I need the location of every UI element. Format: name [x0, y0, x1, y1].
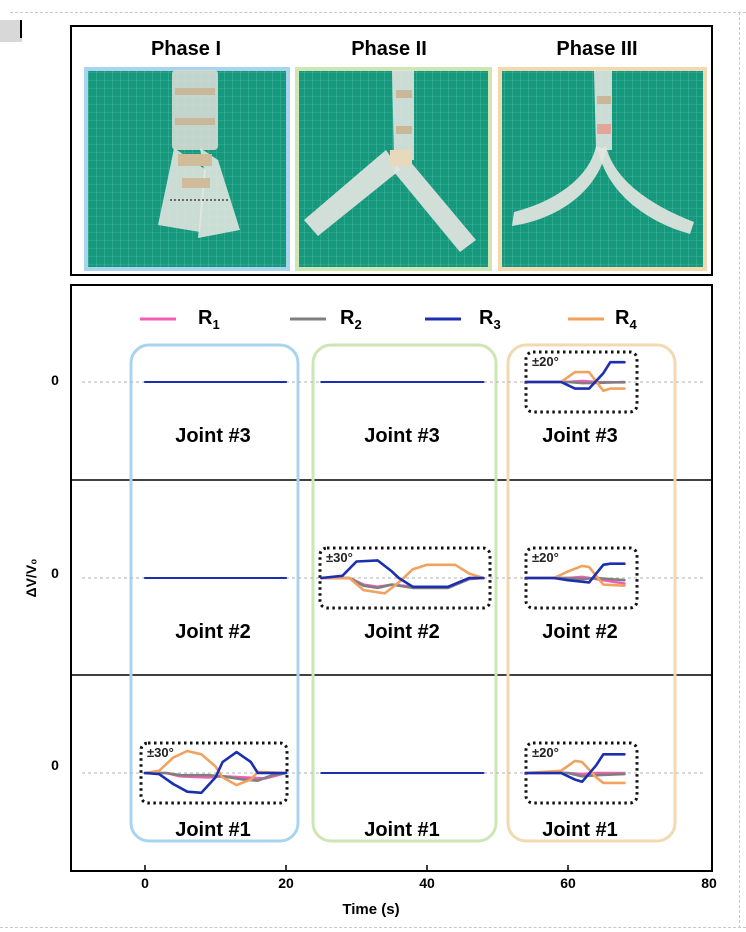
- phase-2-photo: [295, 67, 492, 271]
- chart-traces: Joint #3 Joint #3 ±20° Joint #3 Joint #2 ±30°…: [82, 350, 705, 841]
- y-tick-label-row1: 0: [51, 372, 59, 388]
- trace-r4-joint-1-phase-i: [143, 749, 288, 787]
- joint-label-joint-2-phase-iii: Joint #2: [542, 621, 618, 643]
- x-tick-label-80: 80: [701, 875, 717, 891]
- joint-label-joint-3-phase-iii: Joint #3: [542, 425, 618, 447]
- panel-tab-mark: [0, 20, 22, 42]
- detail-box-joint-1-phase-i: [139, 741, 289, 805]
- legend-label-r4: R4: [615, 307, 637, 332]
- joint-label-joint-1-phase-i: Joint #1: [175, 819, 251, 841]
- joint-label-joint-2-phase-ii: Joint #2: [364, 621, 440, 643]
- legend-label-r1: R1: [198, 307, 220, 332]
- photo-panel: Phase I Phase II Phase III: [70, 25, 713, 276]
- x-tick-label-40: 40: [419, 875, 435, 891]
- x-tick-label-60: 60: [560, 875, 576, 891]
- trace-r4-joint-1-phase-iii: [524, 759, 626, 785]
- trace-r3-joint-2-phase-iii: [524, 562, 626, 584]
- y-tick-label-row2: 0: [51, 565, 59, 581]
- page-dash-top: [10, 12, 746, 13]
- phase-1-photo: [84, 67, 290, 271]
- x-tick-label-20: 20: [278, 875, 294, 891]
- legend: R1 R2 R3 R4: [140, 307, 637, 332]
- trace-r3-joint-1-phase-iii: [524, 753, 626, 784]
- joint-label-joint-2-phase-i: Joint #2: [175, 621, 251, 643]
- page-dash-bottom: [0, 927, 746, 928]
- x-tick-label-0: 0: [141, 875, 149, 891]
- phase-title-1: Phase I: [151, 38, 221, 60]
- joint-label-joint-1-phase-iii: Joint #1: [542, 819, 618, 841]
- x-axis: 0 20 40 60 80 Time (s): [141, 865, 717, 918]
- panel-tab-line: [20, 20, 22, 38]
- trace-r3-joint-2-phase-ii: [320, 559, 485, 589]
- trace-r4-joint-2-phase-iii: [524, 564, 626, 587]
- phase-1-box: [129, 343, 300, 843]
- phase-title-3: Phase III: [556, 38, 637, 60]
- phase-3-photo: [498, 67, 707, 271]
- joint-label-joint-3-phase-i: Joint #3: [175, 425, 251, 447]
- legend-label-r2: R2: [340, 307, 362, 332]
- trace-r3-joint-3-phase-iii: [524, 360, 626, 390]
- y-tick-label-row3: 0: [51, 757, 59, 773]
- phase-title-2: Phase II: [351, 38, 427, 60]
- joint-label-joint-3-phase-ii: Joint #3: [364, 425, 440, 447]
- angle-label-joint-2-phase-ii: ±30°: [326, 550, 353, 565]
- joint-label-joint-1-phase-ii: Joint #1: [364, 819, 440, 841]
- x-axis-label: Time (s): [342, 901, 399, 918]
- angle-label-joint-2-phase-iii: ±20°: [532, 550, 559, 565]
- page-dash-right: [739, 12, 740, 928]
- y-axis-label: ΔV/V₀: [23, 559, 39, 598]
- trace-r4-joint-2-phase-ii: [320, 563, 485, 595]
- legend-label-r3: R3: [479, 307, 501, 332]
- angle-label-joint-1-phase-iii: ±20°: [532, 745, 559, 760]
- angle-label-joint-3-phase-iii: ±20°: [532, 354, 559, 369]
- detail-box-joint-2-phase-ii: [318, 546, 492, 610]
- chart-frame: [70, 284, 713, 872]
- trace-r3-joint-1-phase-i: [143, 750, 288, 795]
- phase-2-box: [311, 343, 498, 843]
- phase-3-box: [506, 343, 677, 843]
- angle-label-joint-1-phase-i: ±30°: [147, 745, 174, 760]
